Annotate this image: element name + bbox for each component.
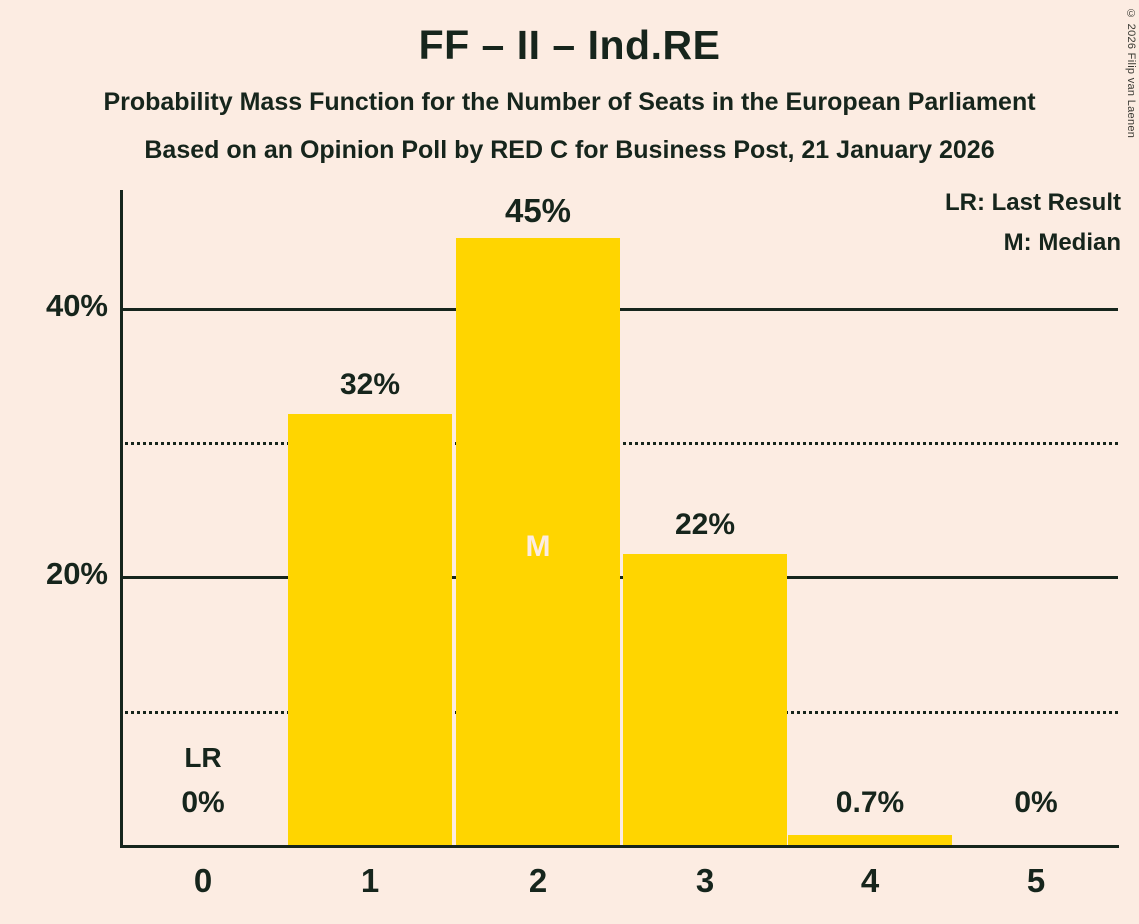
bar-value-label-2: 45% bbox=[504, 192, 572, 229]
x-axis-tick-label-5: 5 bbox=[1026, 862, 1046, 899]
x-axis-tick-labels: 0 1 2 3 4 5 bbox=[120, 862, 1118, 912]
y-axis-tick-labels: 40% 20% bbox=[0, 190, 108, 845]
bar-value-label-4: 0.7% bbox=[835, 786, 905, 819]
x-axis-tick-label-0: 0 bbox=[193, 862, 213, 899]
x-axis-tick-label-2: 2 bbox=[528, 862, 548, 899]
bar-value-label-3: 22% bbox=[674, 508, 736, 541]
bar-value-label-5: 0% bbox=[1014, 786, 1058, 819]
x-axis-tick-label-3: 3 bbox=[695, 862, 715, 899]
chart-subtitle: Probability Mass Function for the Number… bbox=[103, 88, 1036, 116]
y-axis-line bbox=[120, 190, 123, 848]
legend-item-last-result: LR: Last Result bbox=[944, 189, 1121, 216]
y-axis-tick-label: 20% bbox=[45, 556, 108, 591]
plot-area: M LR 0% 32% 45% 22% 0.7% 0% bbox=[120, 190, 1118, 845]
median-marker: M bbox=[525, 530, 551, 563]
bar-4[interactable] bbox=[788, 835, 952, 845]
bar-2[interactable] bbox=[456, 238, 620, 845]
copyright-notice: © 2026 Filip van Laenen bbox=[1125, 8, 1137, 139]
x-axis-line bbox=[120, 845, 1119, 848]
chart-legend: LR: Last Result M: Median bbox=[945, 183, 1121, 263]
bar-value-label-1: 32% bbox=[339, 368, 401, 401]
bar-value-label-0: 0% bbox=[181, 786, 225, 819]
bar-1[interactable] bbox=[288, 414, 452, 845]
bar-3[interactable] bbox=[623, 554, 787, 845]
chart-source-note: Based on an Opinion Poll by RED C for Bu… bbox=[144, 136, 995, 164]
last-result-marker: LR bbox=[184, 742, 222, 773]
x-axis-tick-label-4: 4 bbox=[860, 862, 880, 899]
chart-title: FF – II – Ind.RE bbox=[418, 22, 721, 68]
legend-item-median: M: Median bbox=[1003, 229, 1121, 256]
y-axis-tick-label: 40% bbox=[45, 288, 108, 323]
x-axis-tick-label-1: 1 bbox=[360, 862, 380, 899]
